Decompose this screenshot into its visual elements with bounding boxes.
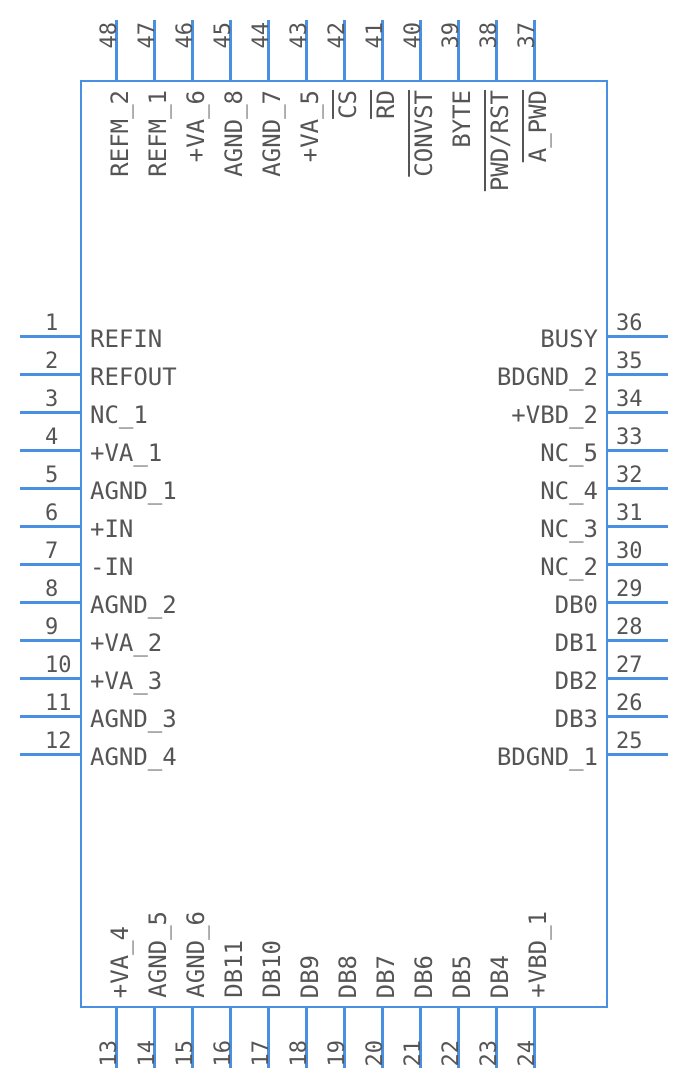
pin-number: 27 [616,653,643,678]
pin-label: DB3 [555,705,598,733]
pin-number: 24 [515,1040,540,1067]
pin-number: 23 [477,1040,502,1067]
pin-number: 14 [135,1040,160,1067]
pin-number: 42 [325,22,350,49]
pin-label: +VBD_2 [511,401,598,429]
pin-label: REFM_1 [144,90,172,177]
pin-number: 8 [45,577,58,602]
pin-number: 4 [45,425,58,450]
pin-label: NC_4 [540,477,598,505]
pin-number: 39 [439,22,464,49]
pin-number: 28 [616,615,643,640]
pin-number: 11 [45,691,72,716]
pin-number: 43 [287,22,312,49]
pin-number: 46 [173,22,198,49]
pin-number: 47 [135,22,160,49]
pin-label: CONVST [410,90,438,177]
pin-number: 6 [45,501,58,526]
pin-label: DB6 [410,955,438,998]
pin-label: +VA_1 [90,439,162,467]
pin-number: 32 [616,463,643,488]
pin-number: 18 [287,1040,312,1067]
pin-label: AGND_8 [220,90,248,177]
pin-label: PWD/RST [486,90,514,191]
pin-label: +VA_6 [182,90,210,162]
pin-label: A_PWD [524,90,552,162]
pin-label: +VA_3 [90,667,162,695]
pin-label: DB8 [334,955,362,998]
pin-number: 41 [363,22,388,49]
pin-number: 22 [439,1040,464,1067]
pin-label: AGND_2 [90,591,177,619]
pin-label: RD [372,90,400,119]
pin-number: 45 [211,22,236,49]
pin-number: 10 [45,653,72,678]
pin-number: 16 [211,1040,236,1067]
pin-label: AGND_7 [258,90,286,177]
pin-number: 38 [477,22,502,49]
pin-label: +VA_5 [296,90,324,162]
pin-number: 17 [249,1040,274,1067]
pin-label: DB9 [296,955,324,998]
pin-label: BDGND_1 [497,743,598,771]
pin-label: +VA_4 [106,926,134,998]
pin-number: 7 [45,539,58,564]
pin-label: +IN [90,515,133,543]
pin-label: BUSY [540,325,598,353]
pin-number: 13 [97,1040,122,1067]
pin-label: +VBD_1 [524,911,552,998]
pin-number: 36 [616,311,643,336]
pin-number: 15 [173,1040,198,1067]
chip-outline [80,80,608,1008]
pin-number: 37 [515,22,540,49]
pin-number: 20 [363,1040,388,1067]
pin-label: DB0 [555,591,598,619]
pin-number: 34 [616,387,643,412]
pin-label: DB11 [220,940,248,998]
pin-number: 33 [616,425,643,450]
pin-label: AGND_6 [182,911,210,998]
pin-label: AGND_4 [90,743,177,771]
pin-number: 3 [45,387,58,412]
pin-label: AGND_5 [144,911,172,998]
pin-number: 21 [401,1040,426,1067]
pin-number: 35 [616,349,643,374]
pin-number: 29 [616,577,643,602]
pin-number: 40 [401,22,426,49]
pin-number: 5 [45,463,58,488]
pin-label: REFIN [90,325,162,353]
pin-label: DB1 [555,629,598,657]
pin-number: 19 [325,1040,350,1067]
pin-number: 30 [616,539,643,564]
pin-label: DB7 [372,955,400,998]
pin-number: 31 [616,501,643,526]
pin-label: NC_2 [540,553,598,581]
pin-label: DB10 [258,940,286,998]
pin-number: 1 [45,311,58,336]
pin-label: DB2 [555,667,598,695]
pin-label: AGND_1 [90,477,177,505]
pin-label: -IN [90,553,133,581]
pin-label: DB4 [486,955,514,998]
pin-number: 9 [45,615,58,640]
pin-label: BDGND_2 [497,363,598,391]
pin-number: 48 [97,22,122,49]
pin-number: 44 [249,22,274,49]
pin-number: 12 [45,729,72,754]
pin-label: REFOUT [90,363,177,391]
pin-label: CS [334,90,362,119]
pin-label: REFM_2 [106,90,134,177]
pin-label: +VA_2 [90,629,162,657]
pin-label: DB5 [448,955,476,998]
pin-label: AGND_3 [90,705,177,733]
pin-label: BYTE [448,90,476,148]
pin-label: NC_5 [540,439,598,467]
pin-number: 25 [616,729,643,754]
pin-number: 26 [616,691,643,716]
pin-label: NC_1 [90,401,148,429]
pin-label: NC_3 [540,515,598,543]
pin-number: 2 [45,349,58,374]
